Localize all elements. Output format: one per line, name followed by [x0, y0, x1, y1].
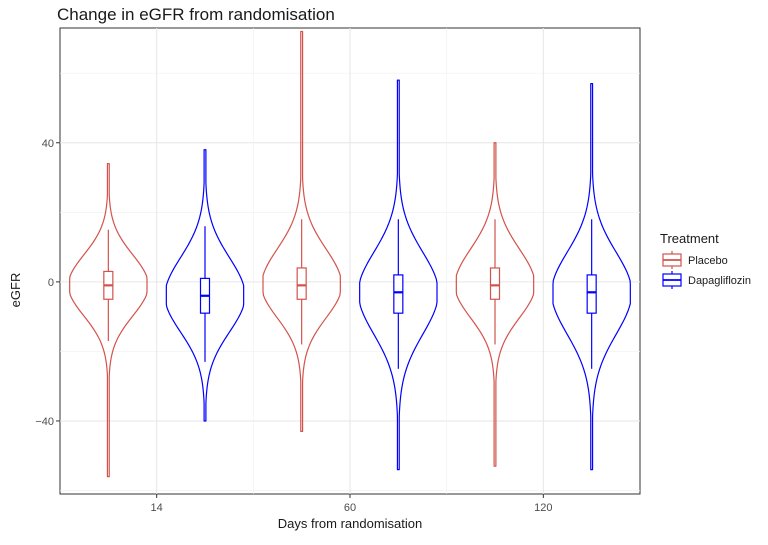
x-axis: 14 60 120 [151, 494, 553, 514]
grid-lines [60, 28, 640, 494]
y-tick-label: −40 [35, 416, 54, 428]
x-tick-label: 60 [344, 502, 356, 514]
violin-outline [262, 30, 341, 433]
violin-dapagliflozin-14 [165, 149, 245, 422]
violin-placebo-120 [455, 142, 535, 467]
box-iqr [586, 274, 597, 314]
y-axis: −40 0 40 [35, 138, 60, 428]
x-axis-title: Days from randomisation [278, 516, 423, 531]
legend-label: Dapagliflozin [688, 275, 751, 287]
violin-outline [359, 79, 438, 471]
violin-layer [69, 30, 631, 478]
violin-outline [165, 149, 245, 422]
violin-outline [552, 83, 631, 471]
legend-item-placebo: Placebo [662, 251, 728, 269]
violin-placebo-60 [262, 30, 341, 433]
y-tick-label: 0 [48, 277, 54, 289]
violin-outline [69, 163, 148, 478]
violin-placebo-14 [69, 163, 148, 478]
y-tick-label: 40 [42, 138, 54, 150]
violin-dapagliflozin-60 [359, 79, 438, 471]
box-iqr [489, 267, 501, 300]
legend: Treatment Placebo Dapagliflozin [660, 231, 751, 289]
y-axis-title: eGFR [8, 273, 23, 308]
box-iqr [393, 274, 404, 314]
box-iqr [296, 267, 307, 300]
x-tick-label: 14 [151, 502, 163, 514]
chart-title: Change in eGFR from randomisation [57, 5, 335, 24]
legend-item-dapagliflozin: Dapagliflozin [662, 271, 751, 289]
legend-label: Placebo [688, 255, 728, 267]
violin-outline [455, 142, 535, 467]
violin-dapagliflozin-120 [552, 83, 631, 471]
legend-title: Treatment [660, 231, 719, 246]
x-tick-label: 120 [534, 502, 552, 514]
